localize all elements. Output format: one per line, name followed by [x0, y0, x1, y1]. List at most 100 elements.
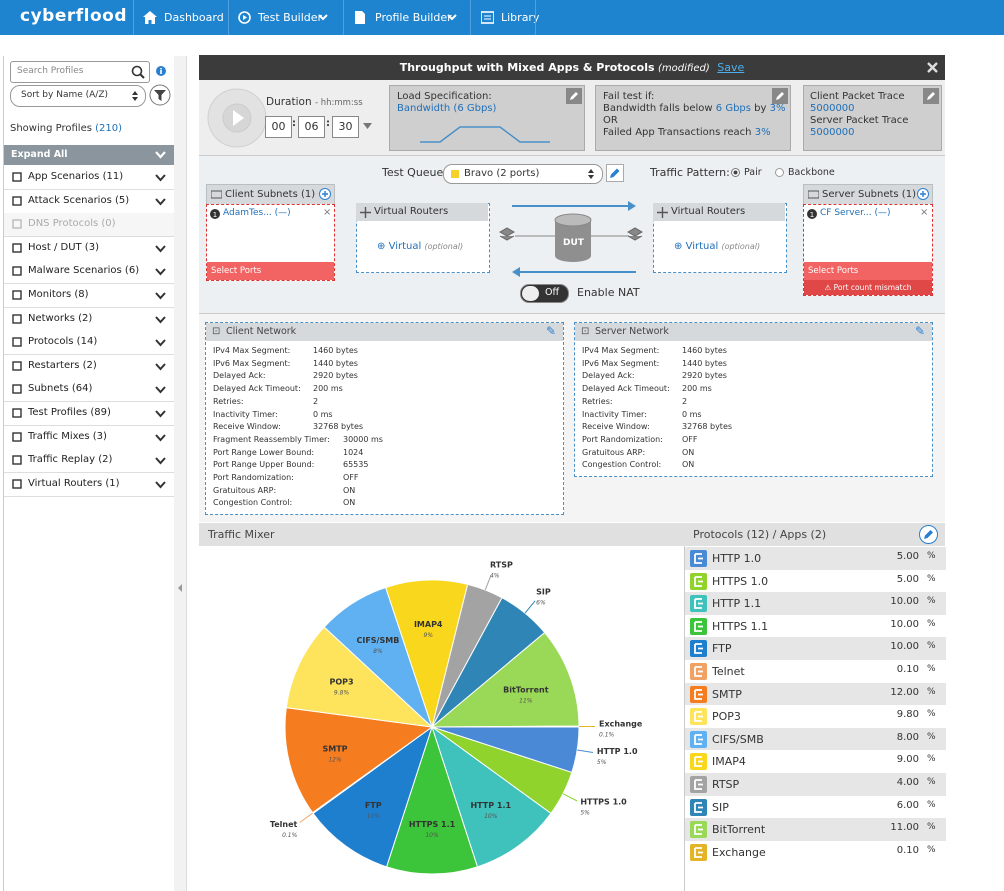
nat-toggle[interactable]: Off — [520, 284, 569, 303]
protocol-row[interactable]: POP3 9.80% — [685, 705, 946, 728]
search-box[interactable]: Search Profiles — [10, 61, 150, 83]
trace-box[interactable]: Client Packet Trace 5000000 Server Packe… — [803, 85, 942, 151]
chevron[interactable] — [155, 386, 166, 394]
client-subnet-name[interactable]: AdamTes... (—) — [223, 208, 291, 218]
group-label[interactable]: Protocols (14) — [28, 336, 98, 348]
profile-group[interactable]: Traffic Mixes (3) — [4, 425, 174, 450]
radio-selected[interactable] — [731, 168, 740, 177]
profile-group[interactable]: Malware Scenarios (6) — [4, 260, 174, 285]
chevron[interactable] — [155, 481, 166, 489]
add-icon[interactable] — [917, 188, 929, 200]
info-icon[interactable] — [156, 66, 166, 76]
nav-item[interactable]: Dashboard — [164, 11, 224, 24]
profile-group[interactable]: Virtual Routers (1) — [4, 472, 174, 497]
profile-group[interactable]: App Scenarios (11) — [4, 166, 174, 190]
protocol-row[interactable]: Exchange 0.10% — [685, 840, 946, 864]
subnet-name[interactable]: AdamTes... — [223, 208, 272, 218]
chevron[interactable] — [155, 457, 166, 465]
protocol-row[interactable]: BitTorrent 11.00% — [685, 818, 946, 841]
group-label[interactable]: Networks (2) — [28, 312, 93, 324]
profile-group[interactable]: Host / DUT (3) — [4, 236, 174, 261]
chevron[interactable] — [155, 315, 166, 324]
nav-item[interactable]: Test Builder — [258, 11, 323, 24]
subnet-name[interactable]: CF Server... — [820, 208, 872, 218]
add-virtual[interactable]: ⊕ Virtual (optional) — [377, 241, 463, 252]
group-label[interactable]: DNS Protocols (0) — [28, 218, 116, 230]
nav-item[interactable]: Profile Builder — [375, 11, 452, 24]
edit-queue[interactable] — [606, 164, 624, 182]
group-label[interactable]: Host / DUT (3) — [28, 241, 99, 253]
group-label[interactable]: Traffic Replay (2) — [28, 454, 113, 466]
profile-group[interactable]: Restarters (2) — [4, 354, 174, 379]
group-label[interactable]: Attack Scenarios (5) — [28, 194, 130, 206]
group-label[interactable]: Test Profiles (89) — [28, 407, 111, 418]
edit-network[interactable]: ✎ — [546, 324, 557, 338]
group-label[interactable]: Subnets (64) — [28, 383, 93, 395]
protocol-row[interactable]: Telnet 0.10% — [685, 660, 946, 683]
load-spec-box[interactable]: Load Specification: Bandwidth (6 Gbps) — [389, 85, 585, 151]
profile-group[interactable]: Networks (2) — [4, 307, 174, 332]
edit-network[interactable]: ✎ — [915, 324, 926, 338]
group-label[interactable]: Malware Scenarios (6) — [28, 265, 140, 277]
profile-group[interactable]: Traffic Replay (2) — [4, 449, 174, 474]
chevron[interactable] — [155, 268, 166, 276]
protocol-row[interactable]: RTSP 4.00% — [685, 773, 946, 796]
pattern-option[interactable]: Pair — [744, 167, 762, 178]
radio[interactable] — [775, 168, 784, 177]
protocol-row[interactable]: HTTP 1.1 10.00% — [685, 592, 946, 615]
save-link[interactable]: Save — [717, 61, 745, 74]
chevron[interactable] — [155, 433, 166, 442]
chevron[interactable] — [155, 197, 166, 206]
protocol-row[interactable]: SMTP 12.00% — [685, 682, 946, 706]
chevron[interactable] — [155, 339, 166, 347]
profile-group[interactable]: Attack Scenarios (5) — [4, 189, 174, 214]
expand-all-bar[interactable]: Expand All — [4, 145, 174, 165]
close-icon[interactable] — [927, 62, 938, 73]
chevron[interactable] — [155, 363, 166, 371]
collapse-strip[interactable] — [174, 56, 187, 891]
protocol-row[interactable]: HTTP 1.0 5.00% — [685, 547, 946, 570]
edit-mix[interactable] — [919, 525, 938, 544]
sort-select[interactable]: Sort by Name (A/Z) — [10, 85, 146, 107]
group-label[interactable]: Virtual Routers (1) — [28, 477, 120, 489]
edit-icon[interactable] — [923, 88, 939, 104]
remove-icon[interactable]: × — [323, 207, 332, 218]
duration-caret[interactable] — [363, 123, 372, 129]
logo[interactable]: cyberflood — [20, 6, 127, 26]
play-button[interactable] — [207, 88, 267, 148]
edit-icon[interactable] — [566, 88, 582, 104]
duration-minutes[interactable]: 06 — [298, 116, 325, 138]
chevron[interactable] — [155, 410, 166, 418]
nav-item[interactable]: Library — [501, 11, 540, 24]
group-label[interactable]: Traffic Mixes (3) — [28, 430, 107, 442]
remove-icon[interactable]: × — [920, 207, 929, 218]
protocol-row[interactable]: CIFS/SMB 8.00% — [685, 727, 946, 751]
protocol-row[interactable]: HTTPS 1.0 5.00% — [685, 569, 946, 593]
profile-group[interactable]: Monitors (8) — [4, 284, 174, 308]
pattern-option[interactable]: Backbone — [788, 167, 835, 178]
protocol-row[interactable]: FTP 10.00% — [685, 637, 946, 660]
group-label[interactable]: App Scenarios (11) — [28, 171, 124, 182]
duration-seconds[interactable]: 30 — [332, 116, 359, 138]
protocol-row[interactable]: HTTPS 1.1 10.00% — [685, 614, 946, 638]
protocol-row[interactable]: IMAP4 9.00% — [685, 750, 946, 773]
protocol-row[interactable]: SIP 6.00% — [685, 795, 946, 819]
chevron[interactable] — [155, 292, 166, 300]
fail-test-box[interactable]: Fail test if: Bandwidth falls below 6 Gb… — [595, 85, 791, 151]
profile-group[interactable]: Protocols (14) — [4, 331, 174, 356]
server-subnet-name[interactable]: CF Server... (—) — [820, 208, 891, 218]
add-icon[interactable] — [319, 188, 331, 200]
chevron[interactable] — [155, 245, 166, 253]
add-virtual[interactable]: ⊕ Virtual (optional) — [674, 241, 760, 252]
group-label[interactable]: Monitors (8) — [28, 289, 89, 300]
edit-icon[interactable] — [772, 88, 788, 104]
filter-button[interactable] — [149, 84, 171, 106]
profile-group[interactable]: Test Profiles (89) — [4, 402, 174, 426]
group-label[interactable]: Restarters (2) — [28, 359, 97, 371]
queue-select[interactable]: Bravo (2 ports) — [443, 164, 603, 184]
profile-group[interactable]: Subnets (64) — [4, 378, 174, 403]
chevron[interactable] — [155, 174, 166, 182]
select-ports[interactable]: Select Ports — [207, 262, 334, 280]
profile-group[interactable]: DNS Protocols (0) — [4, 213, 174, 238]
select-ports[interactable]: Select Ports — [804, 262, 932, 280]
